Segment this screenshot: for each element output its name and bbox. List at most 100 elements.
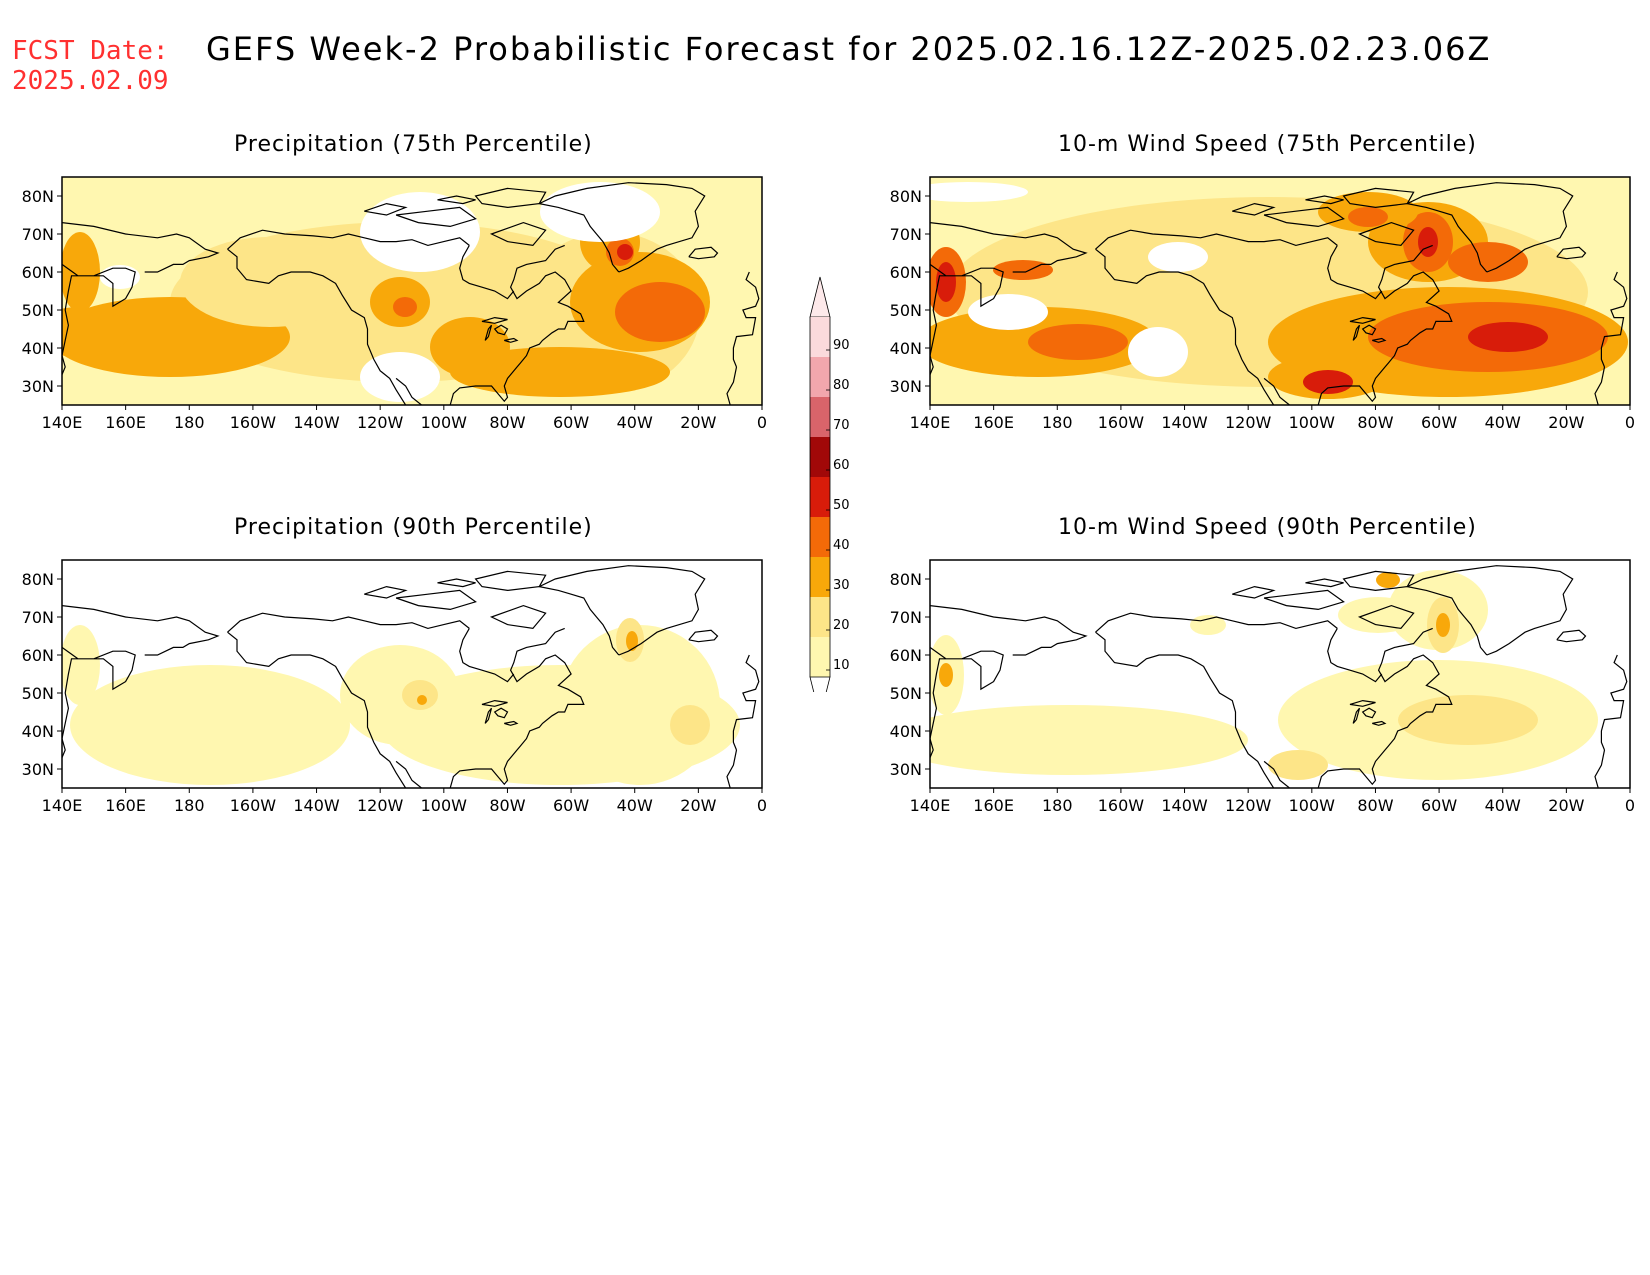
coastline: [62, 222, 220, 273]
colorbar-swatch: [810, 397, 830, 437]
contour-region: [930, 705, 1248, 775]
lon-tick-label: 140W: [293, 796, 340, 815]
colorbar-label: 10: [833, 658, 850, 673]
panel-precip-75: Precipitation (75th Percentile) 80N 70N 60…: [0, 132, 800, 432]
island-outline: [489, 221, 547, 247]
lon-tick-label: 180: [1042, 796, 1073, 815]
island-outline: [1357, 604, 1415, 630]
page-title: GEFS Week-2 Probabilistic Forecast for 2…: [206, 30, 1492, 68]
panel-precip-90: Precipitation (90th Percentile) 80N 70N 60…: [0, 515, 800, 815]
coastline: [1095, 229, 1338, 250]
map-frame: [929, 176, 1631, 406]
lake-outline: [1361, 324, 1377, 336]
lat-tick-label: 70N: [890, 608, 922, 627]
lat-tick-label: 60N: [890, 646, 922, 665]
lon-tick-label: 160W: [1098, 413, 1145, 432]
contour-region: [70, 665, 350, 785]
panel-title: Precipitation (75th Percentile): [234, 132, 593, 157]
coastline: [62, 263, 136, 375]
lon-tick-label: 80W: [489, 413, 525, 432]
contour-region: [1468, 322, 1548, 352]
colorbar-bottom-arrow: [809, 676, 831, 692]
coastline: [227, 612, 470, 633]
island-outline: [1232, 585, 1276, 599]
lat-tick-label: 40N: [22, 339, 54, 358]
lake-outline: [493, 707, 509, 719]
lat-tick-label: 80N: [890, 187, 922, 206]
island-outline: [395, 589, 477, 611]
coastlines: [930, 565, 1628, 788]
contour-region: [939, 663, 953, 687]
coastline: [1327, 628, 1383, 683]
contour-region: [1190, 615, 1226, 635]
contour-region: [540, 182, 660, 242]
lat-tick-label: 30N: [890, 377, 922, 396]
lake-outline: [1352, 707, 1361, 724]
coastline: [62, 646, 136, 758]
island-outline: [489, 604, 547, 630]
coastline: [227, 229, 470, 250]
coastline: [395, 377, 422, 405]
contour-region: [62, 232, 100, 312]
lake-outline: [481, 316, 508, 324]
lon-tick-label: 140W: [1161, 413, 1208, 432]
lake-outline: [1372, 720, 1387, 726]
coastline: [537, 182, 706, 273]
island-outline: [1305, 195, 1344, 205]
colorbar-top-arrow: [809, 276, 831, 318]
lon-tick-label: 160E: [973, 413, 1014, 432]
lat-tick-label: 40N: [890, 339, 922, 358]
lon-tick-label: 40W: [617, 796, 653, 815]
island-outline: [1357, 221, 1415, 247]
map-wind-90: 80N 70N 60N 50N 40N 30N 140E 160E 180 160W 140W 120…: [890, 559, 1635, 815]
coastline: [1405, 182, 1574, 273]
lake-outline: [1352, 324, 1361, 341]
colorbar-swatch: [810, 557, 830, 597]
colorbar-swatch: [810, 437, 830, 477]
contour-region: [1338, 597, 1418, 633]
contour-region: [1448, 242, 1528, 282]
lat-tick-label: 30N: [22, 377, 54, 396]
forecast-date-block: FCST Date: 2025.02.09: [12, 36, 169, 96]
colorbar-legend: 90 80 70 60 50 40 30 20 10: [809, 276, 850, 692]
lon-tick-label: 140E: [42, 796, 83, 815]
lon-tick-label: 40W: [1485, 796, 1521, 815]
map-wind-75: 80N 70N 60N 50N 40N 30N 140E 160E 180 160W 140W 120…: [890, 176, 1635, 432]
map-frame: [61, 176, 763, 406]
colorbar-label: 80: [833, 378, 850, 393]
coastline: [1594, 366, 1606, 405]
lon-tick-label: 100W: [421, 413, 468, 432]
contour-region: [1376, 572, 1400, 588]
colorbar-swatch: [810, 597, 830, 637]
coastline: [1405, 565, 1574, 656]
coastline: [1600, 654, 1628, 751]
lat-tick-label: 70N: [22, 225, 54, 244]
coastline: [726, 749, 738, 788]
shaded-field: [930, 560, 1630, 788]
coastline: [732, 654, 760, 751]
panel-wind-75: 10-m Wind Speed (75th Percentile) 80N 70N…: [868, 132, 1650, 432]
lat-tick-label: 80N: [22, 187, 54, 206]
lat-tick-label: 70N: [22, 608, 54, 627]
lat-tick-label: 50N: [890, 301, 922, 320]
lon-tick-label: 140E: [42, 413, 83, 432]
coastline: [1095, 631, 1275, 788]
coastline: [688, 246, 719, 260]
lon-tick-label: 0: [757, 413, 767, 432]
lake-outline: [1372, 337, 1387, 343]
map-content: 80N 70N 60N 50N 40N 30N 140E 160E 180 160W 140W 120…: [890, 559, 1635, 815]
coastline: [930, 263, 1004, 375]
lon-tick-label: 60W: [1421, 413, 1457, 432]
colorbar-label: 40: [833, 538, 850, 553]
colorbar-label: 90: [833, 338, 850, 353]
coastline: [459, 628, 515, 683]
shaded-field: [62, 177, 762, 405]
lat-tick-label: 30N: [890, 760, 922, 779]
island-outline: [1232, 202, 1276, 216]
lon-tick-label: 180: [174, 413, 205, 432]
contour-region: [930, 182, 1028, 202]
coastline: [688, 629, 719, 643]
lon-tick-label: 140E: [910, 413, 951, 432]
shaded-field: [62, 560, 762, 788]
coastline: [1263, 377, 1290, 405]
